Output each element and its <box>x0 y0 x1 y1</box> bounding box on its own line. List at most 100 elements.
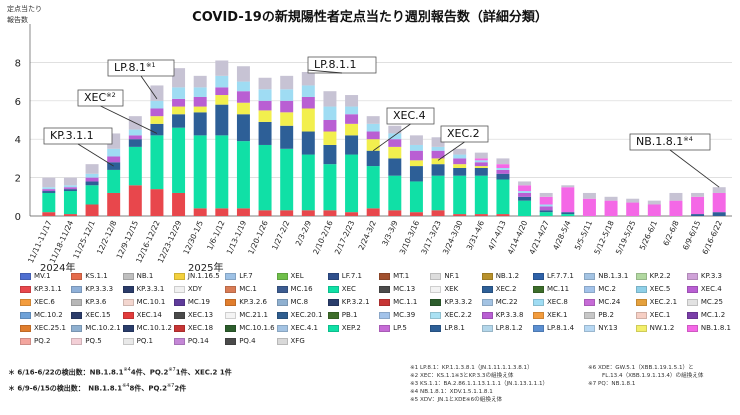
legend-item: XEK <box>430 285 458 293</box>
bar-segment <box>453 158 467 165</box>
bar-segment <box>518 185 532 192</box>
bar-segment <box>561 185 575 188</box>
x-tick-label: 5/12-5/18 <box>592 219 616 256</box>
legend-label: MC.10.2 <box>34 311 63 319</box>
bar-segment <box>453 168 467 176</box>
legend-label: MC.10.2.1 <box>85 324 121 332</box>
legend-swatch <box>379 324 391 332</box>
legend-item: LF.7.1 <box>327 272 362 280</box>
legend-item: MC.10.2.1 <box>71 324 121 332</box>
bar-segment <box>150 123 164 136</box>
bar-segment <box>453 154 467 159</box>
footnote: ※3 KS.1.1：BA.2.86.1.1.13.1.1.1（JN.1.13.1… <box>410 381 549 387</box>
legend-swatch <box>430 324 442 332</box>
legend-label: MV.1 <box>34 272 51 280</box>
bar-segment <box>85 185 99 205</box>
annotation-label: LP.8.1※1 <box>114 61 156 74</box>
annotation-callout: NB.1.8.1※4 <box>629 133 720 188</box>
legend-item: KP.3.3.8 <box>481 311 523 319</box>
legend-item: XFG <box>276 337 305 345</box>
legend-item: XEP.2 <box>327 324 361 332</box>
legend-item: MC.16 <box>276 285 313 293</box>
legend-swatch <box>71 311 83 319</box>
legend-swatch <box>276 272 288 280</box>
legend-item: LF.7 <box>225 272 253 280</box>
footnote: ※5 XDV：JN.1とXDE※6の組換え体 <box>410 397 503 403</box>
annotation-callout: LP.8.1.1 <box>307 56 377 74</box>
bar-segment <box>172 192 186 216</box>
legend-item: XEC.4 <box>686 285 722 293</box>
x-tick-label: 1/20-1/26 <box>246 219 270 256</box>
bar-segment <box>172 114 186 128</box>
bar-segment <box>128 146 142 186</box>
annotation-leader <box>100 105 158 134</box>
legend-item: MV.1 <box>20 272 51 280</box>
legend-label: KP.3.6 <box>85 298 107 306</box>
legend-item: XDY <box>173 285 202 293</box>
bar-segment <box>582 192 596 199</box>
legend-item: LP.5 <box>379 324 407 332</box>
bar-segment <box>258 100 272 111</box>
legend-label: MT.1 <box>393 272 410 280</box>
bar-segment <box>431 164 445 176</box>
bar-segment <box>215 208 229 216</box>
bar-segment <box>215 75 229 88</box>
annotation-leader <box>372 123 411 152</box>
bar-segment <box>42 177 56 188</box>
legend-label: XEC.5 <box>649 285 671 293</box>
legend-label: XEC.1 <box>649 311 671 319</box>
bar-segment <box>258 110 272 122</box>
y-unit-label-line1: 定点当たり <box>7 5 42 13</box>
bar-segment <box>345 154 359 213</box>
legend-label: MC.10.1.6 <box>239 324 275 332</box>
bar-segment <box>409 144 423 151</box>
x-tick-label: 1/13-1/19 <box>225 219 249 256</box>
bar-segment <box>518 181 532 186</box>
bar-segment <box>172 87 186 99</box>
legend-swatch <box>225 272 237 280</box>
legend-item: KP.3.1.1 <box>20 285 62 293</box>
legend-label: MC.24 <box>598 298 621 306</box>
x-tick-label: 4/21-4/27 <box>527 219 551 256</box>
legend-label: XEK.1 <box>547 311 568 319</box>
bar-segment <box>107 192 121 216</box>
bar-segment <box>215 135 229 209</box>
legend-swatch <box>533 324 544 332</box>
bar-segment <box>604 196 618 201</box>
annotation-leader <box>140 75 158 100</box>
legend-label: MC.21.1 <box>239 311 268 319</box>
legend-swatch <box>20 285 31 293</box>
bar-segment <box>150 189 164 216</box>
chart-title: COVID-19の新規陽性者定点当たり週別報告数（詳細分類） <box>192 10 548 25</box>
legend-label: XEC.18 <box>187 324 214 332</box>
bar-segment <box>215 60 229 76</box>
legend-item: NB.1.8.1 <box>686 324 731 332</box>
bar-segment <box>280 100 294 113</box>
bar-segment <box>63 214 77 216</box>
legend-swatch <box>686 298 698 306</box>
legend-swatch <box>225 298 237 306</box>
bar-segment <box>193 135 207 209</box>
bar-segment <box>712 192 726 213</box>
legend-swatch <box>71 337 83 345</box>
bar-segment <box>474 158 488 161</box>
x-tick-label: 6/9-6/15 <box>681 219 703 252</box>
bar-segment <box>323 106 337 120</box>
legend-label: NB.1 <box>136 272 154 280</box>
legend-swatch <box>225 285 237 293</box>
bar-segment <box>107 148 121 157</box>
bar-segment <box>215 95 229 105</box>
bar-segment <box>496 214 510 216</box>
bar-segment <box>388 139 402 147</box>
bar-segment <box>323 210 337 216</box>
legend-label: LF.7.7.1 <box>547 272 574 280</box>
bar-segment <box>63 187 77 190</box>
legend-label: MC.10.1.2 <box>136 324 173 332</box>
legend-item: KP.2.2 <box>635 272 671 280</box>
legend-label: KP.3.3.2 <box>444 298 473 306</box>
legend-item: XEC.6 <box>20 298 55 306</box>
bar-segment <box>453 214 467 216</box>
bar-segment <box>215 104 229 136</box>
bar-segment <box>626 202 640 216</box>
